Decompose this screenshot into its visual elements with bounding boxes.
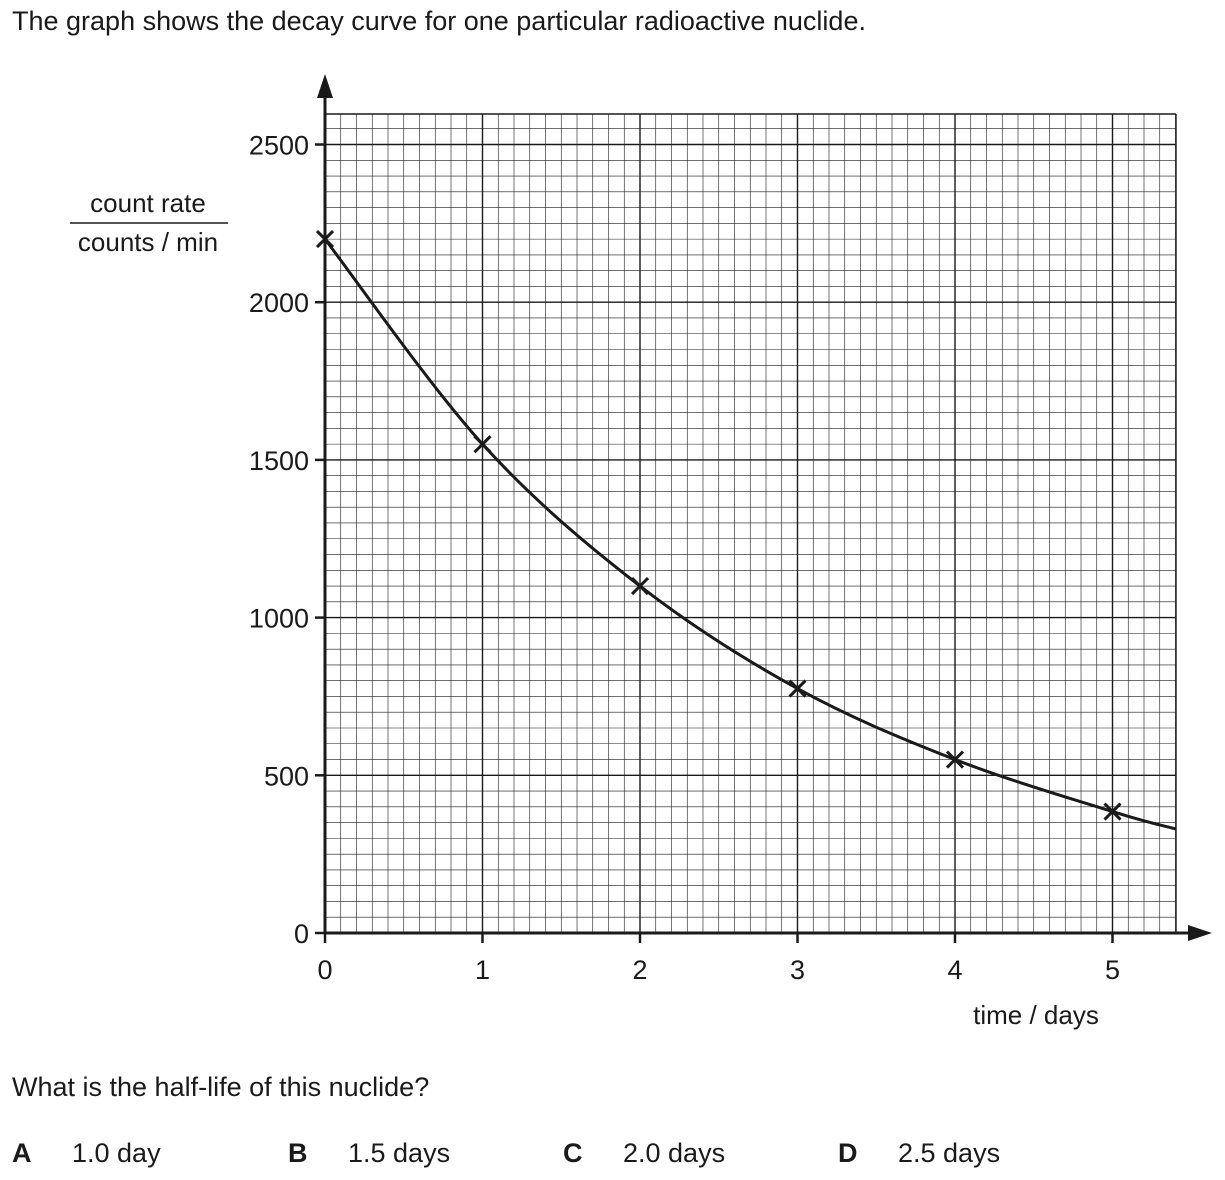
data-point-marker [945, 750, 965, 769]
option-d-letter: D [838, 1138, 858, 1168]
marker-stroke [473, 435, 492, 454]
y-tick-label: 2000 [249, 288, 309, 318]
answer-options: A 1.0 day B 1.5 days C 2.0 days D 2.5 da… [0, 1138, 1225, 1178]
x-axis-arrow [1188, 925, 1212, 941]
marker-stroke [945, 750, 965, 769]
y-tick-label: 500 [264, 761, 309, 791]
x-tick-label: 4 [947, 955, 962, 985]
y-axis-label-bottom: counts / min [78, 227, 218, 257]
option-d[interactable]: D 2.5 days [838, 1138, 1000, 1169]
x-tick-label: 3 [790, 955, 805, 985]
decay-curve [323, 238, 1176, 831]
question-text: What is the half-life of this nuclide? [12, 1072, 430, 1102]
option-b-letter: B [288, 1138, 308, 1168]
option-a[interactable]: A 1.0 day [12, 1138, 161, 1169]
x-tick-label: 2 [632, 955, 647, 985]
x-tick-label: 5 [1105, 955, 1120, 985]
data-markers [315, 230, 1122, 821]
option-b[interactable]: B 1.5 days [288, 1138, 450, 1169]
option-c-letter: C [563, 1138, 583, 1168]
marker-stroke [630, 576, 650, 596]
option-a-text: 1.0 day [72, 1138, 161, 1168]
option-b-text: 1.5 days [348, 1138, 451, 1168]
option-c-text: 2.0 days [623, 1138, 726, 1168]
y-tick-label: 2500 [249, 131, 309, 161]
x-axis-label: time / days [973, 1000, 1099, 1030]
data-point-marker [788, 679, 807, 698]
y-tick-label: 1000 [249, 604, 309, 634]
ticks [315, 143, 1114, 943]
marker-stroke [1103, 802, 1122, 821]
grid-minor [325, 114, 1176, 933]
data-point-marker [630, 576, 650, 596]
option-a-letter: A [12, 1138, 32, 1168]
y-tick-label: 1500 [249, 446, 309, 476]
axes [317, 74, 1212, 941]
y-axis-label-top: count rate [90, 188, 206, 218]
option-d-text: 2.5 days [898, 1138, 1001, 1168]
marker-stroke [788, 679, 807, 698]
marker-stroke [315, 230, 335, 249]
x-tick-labels: 0 1 2 3 4 5 [317, 955, 1120, 985]
y-tick-label: 0 [294, 919, 309, 949]
data-point-marker [1103, 802, 1122, 821]
option-c[interactable]: C 2.0 days [563, 1138, 725, 1169]
data-point-marker [473, 435, 492, 454]
data-point-marker [315, 230, 335, 249]
x-tick-label: 0 [317, 955, 332, 985]
y-axis-arrow [317, 74, 333, 98]
decay-chart: 0 1 2 3 4 5 0 500 1000 1500 2000 2500 count rate c… [70, 74, 1212, 1030]
y-tick-labels: 0 500 1000 1500 2000 2500 [249, 131, 309, 950]
intro-text: The graph shows the decay curve for one … [12, 6, 866, 36]
x-tick-label: 1 [475, 955, 490, 985]
